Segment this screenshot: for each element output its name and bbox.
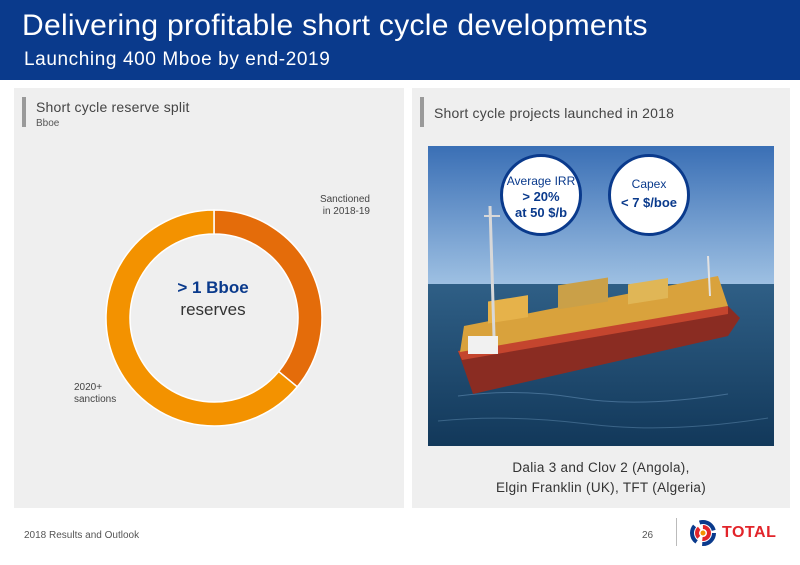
donut-center-value: > 1 Bboe (177, 278, 249, 297)
donut-center-caption: reserves (180, 300, 246, 319)
kpi-irr-value: > 20% (522, 189, 560, 204)
projects-caption-line1: Dalia 3 and Clov 2 (Angola), (512, 460, 690, 475)
projects-caption-line2: Elgin Franklin (UK), TFT (Algeria) (496, 480, 706, 495)
slide-subtitle: Launching 400 Mboe by end-2019 (24, 49, 331, 70)
slice-label-2020: 2020+ sanctions (74, 382, 116, 406)
footer-title: 2018 Results and Outlook (24, 530, 140, 541)
page-number: 26 (642, 530, 654, 541)
heading-accent-bar (22, 97, 26, 127)
kpi-irr-badge: Average IRR > 20% at 50 $/b (500, 154, 582, 236)
slice-label-2020-line2: sanctions (74, 394, 117, 405)
slice-label-sanctioned-line2: in 2018-19 (322, 206, 370, 217)
projects-title: Short cycle projects launched in 2018 (434, 105, 675, 121)
slide-header: Delivering profitable short cycle develo… (0, 0, 800, 80)
kpi-capex-value: < 7 $/boe (621, 195, 677, 210)
reserve-split-panel: Short cycle reserve split Bboe > 1 Bboe … (14, 88, 404, 508)
donut-center-label: > 1 Bboe reserves (158, 278, 268, 320)
slice-label-sanctioned: Sanctioned in 2018-19 (320, 194, 370, 218)
reserve-donut-chart (105, 209, 323, 427)
total-logo-icon (690, 520, 716, 546)
kpi-capex-badge: Capex < 7 $/boe (608, 154, 690, 236)
reserve-split-unit: Bboe (36, 118, 60, 129)
projects-panel: Short cycle projects launched in 2018 (412, 88, 790, 508)
projects-caption: Dalia 3 and Clov 2 (Angola), Elgin Frank… (428, 458, 774, 498)
reserve-split-title: Short cycle reserve split (36, 99, 190, 115)
footer-divider (676, 518, 677, 546)
fpso-illustration (428, 146, 774, 446)
slice-label-sanctioned-line1: Sanctioned (319, 194, 370, 205)
heading-accent-bar (420, 97, 424, 127)
total-logo: TOTAL (688, 518, 788, 550)
slide-title: Delivering profitable short cycle develo… (22, 9, 648, 42)
total-logo-wordmark: TOTAL (722, 524, 777, 541)
slice-label-2020-line1: 2020+ (74, 382, 103, 393)
fpso-photo (428, 146, 774, 446)
kpi-irr-name: Average IRR (506, 174, 576, 188)
kpi-irr-condition: at 50 $/b (514, 205, 568, 220)
donut-slice-1 (105, 209, 299, 427)
kpi-capex-name: Capex (631, 177, 667, 191)
